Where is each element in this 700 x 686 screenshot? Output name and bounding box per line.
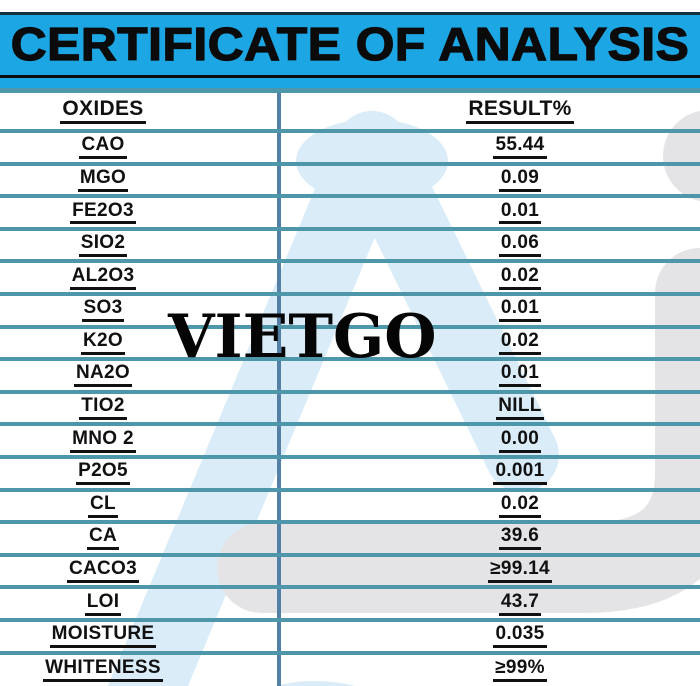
- oxide-name: WHITENESS: [43, 658, 163, 683]
- table-row: CACO3 ≥99.14: [0, 557, 700, 590]
- table-row: LOI 43.7: [0, 589, 700, 622]
- oxide-name: AL2O3: [69, 265, 137, 290]
- table-row: NA2O 0.01: [0, 361, 700, 394]
- table-row: FE2O3 0.01: [0, 198, 700, 231]
- result-value: 0.01: [498, 363, 542, 388]
- letter-a-watermark: [275, 681, 355, 686]
- header-cell-oxides: OXIDES: [0, 93, 242, 129]
- table-row: MNO 2 0.00: [0, 426, 700, 459]
- result-value: 0.09: [498, 167, 542, 192]
- column-divider: [277, 93, 281, 686]
- result-value: 0.00: [498, 428, 542, 453]
- table-row: SO3 0.01: [0, 296, 700, 329]
- result-value: ≥99.14: [488, 559, 552, 583]
- oxide-name: SIO2: [78, 233, 128, 258]
- result-value: ≥99%: [493, 658, 547, 683]
- oxide-name: FE2O3: [70, 200, 136, 225]
- oxide-name: LOI: [84, 591, 122, 616]
- result-value: 0.035: [493, 624, 547, 649]
- analysis-table: OXIDES RESULT% CAO 55.44 MGO 0.09 FE2O3 …: [0, 88, 700, 686]
- result-value: 55.44: [493, 135, 547, 160]
- table-row: TIO2 NILL: [0, 394, 700, 427]
- result-value: 0.06: [498, 233, 542, 258]
- table-rows: OXIDES RESULT% CAO 55.44 MGO 0.09 FE2O3 …: [0, 93, 700, 686]
- result-value: 0.001: [493, 461, 547, 486]
- table-row: CAO 55.44: [0, 133, 700, 166]
- oxide-name: CAO: [79, 135, 127, 160]
- oxide-name: SO3: [81, 298, 125, 323]
- oxide-name: CL: [88, 493, 118, 518]
- table-row: WHITENESS ≥99%: [0, 655, 700, 686]
- oxide-name: TIO2: [79, 396, 127, 421]
- oxide-name: MGO: [77, 167, 129, 192]
- table-header-row: OXIDES RESULT%: [0, 93, 700, 133]
- vietgo-watermark: VIETGO: [168, 302, 437, 372]
- table-row: K2O 0.02: [0, 329, 700, 362]
- column-header-result: RESULT%: [466, 97, 574, 125]
- letter-j-watermark: [217, 248, 700, 613]
- oxide-name: P2O5: [76, 461, 130, 486]
- result-value: 39.6: [498, 526, 542, 551]
- result-value: 0.02: [498, 330, 542, 355]
- table-row: SIO2 0.06: [0, 231, 700, 264]
- header-cell-result: RESULT%: [309, 93, 700, 129]
- letter-a-watermark: [296, 119, 448, 203]
- table-row: AL2O3 0.02: [0, 263, 700, 296]
- result-value: 0.01: [498, 200, 542, 225]
- oxide-name: CACO3: [66, 559, 139, 583]
- oxide-name: NA2O: [74, 363, 132, 388]
- title-underline: [0, 75, 700, 78]
- result-value: 0.02: [498, 493, 542, 518]
- table-row: MOISTURE 0.035: [0, 622, 700, 655]
- result-value: 43.7: [498, 591, 542, 616]
- page-title: CERTIFICATE OF ANALYSIS: [10, 17, 690, 70]
- table-row: MGO 0.09: [0, 166, 700, 199]
- oxide-name: CA: [86, 526, 120, 551]
- oxide-name: K2O: [81, 330, 125, 355]
- letter-j-dot-watermark: [663, 110, 700, 202]
- table-row: P2O5 0.001: [0, 459, 700, 492]
- table-row: CA 39.6: [0, 524, 700, 557]
- column-header-oxides: OXIDES: [60, 97, 146, 125]
- table-row: CL 0.02: [0, 492, 700, 525]
- oxide-name: MOISTURE: [49, 624, 157, 649]
- result-value: NILL: [496, 396, 544, 421]
- oxide-name: MNO 2: [70, 428, 136, 453]
- result-value: 0.01: [498, 298, 542, 323]
- result-value: 0.02: [498, 265, 542, 290]
- banner: CERTIFICATE OF ANALYSIS: [0, 12, 700, 88]
